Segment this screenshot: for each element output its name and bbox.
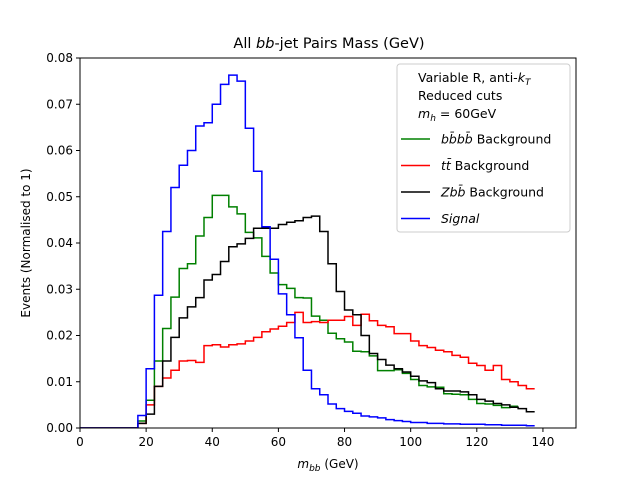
series-line-1 xyxy=(80,311,535,428)
y-tick-label: 0.04 xyxy=(46,236,73,250)
series-line-3 xyxy=(80,74,535,428)
legend-label-1: tt̄ Background xyxy=(441,158,529,173)
legend: Variable R, anti-kT Reduced cuts mh = 60… xyxy=(396,63,571,233)
x-axis-label: mbb (GeV) xyxy=(297,457,358,474)
plot-area xyxy=(80,74,535,428)
y-tick-label: 0.07 xyxy=(46,97,73,111)
x-tick-label: 100 xyxy=(399,435,422,449)
series-line-2 xyxy=(80,215,535,428)
x-axis: 0 20 40 60 80 100 120 140 xyxy=(76,428,554,449)
x-tick-label: 140 xyxy=(531,435,554,449)
legend-header-line-3: mh = 60GeV xyxy=(418,106,497,124)
legend-header-line-2: Reduced cuts xyxy=(418,88,502,103)
chart-title: All bb-jet Pairs Mass (GeV) xyxy=(233,36,424,52)
y-axis: 0.00 0.01 0.02 0.03 0.04 0.05 0.06 0.07 0.08 xyxy=(46,51,80,435)
legend-header-line-1: Variable R, anti-kT xyxy=(418,70,532,88)
legend-box xyxy=(396,63,571,233)
y-tick-label: 0.06 xyxy=(46,144,73,158)
y-tick-label: 0.01 xyxy=(46,375,73,389)
x-tick-label: 20 xyxy=(138,435,153,449)
legend-label-3: Signal xyxy=(441,211,480,226)
y-tick-label: 0.02 xyxy=(46,329,73,343)
x-tick-label: 80 xyxy=(337,435,352,449)
x-tick-label: 0 xyxy=(76,435,84,449)
y-tick-label: 0.03 xyxy=(46,282,73,296)
x-tick-label: 120 xyxy=(465,435,488,449)
y-axis-label: Events (Normalised to 1) xyxy=(19,168,33,317)
x-tick-label: 40 xyxy=(205,435,220,449)
legend-label-2: Zbb̄ Background xyxy=(440,185,544,200)
y-tick-label: 0.08 xyxy=(46,51,73,65)
y-tick-label: 0.05 xyxy=(46,190,73,204)
y-tick-label: 0.00 xyxy=(46,421,73,435)
series-line-0 xyxy=(80,194,519,428)
legend-label-0: bb̄bb̄ Background xyxy=(441,132,551,147)
x-tick-label: 60 xyxy=(271,435,286,449)
